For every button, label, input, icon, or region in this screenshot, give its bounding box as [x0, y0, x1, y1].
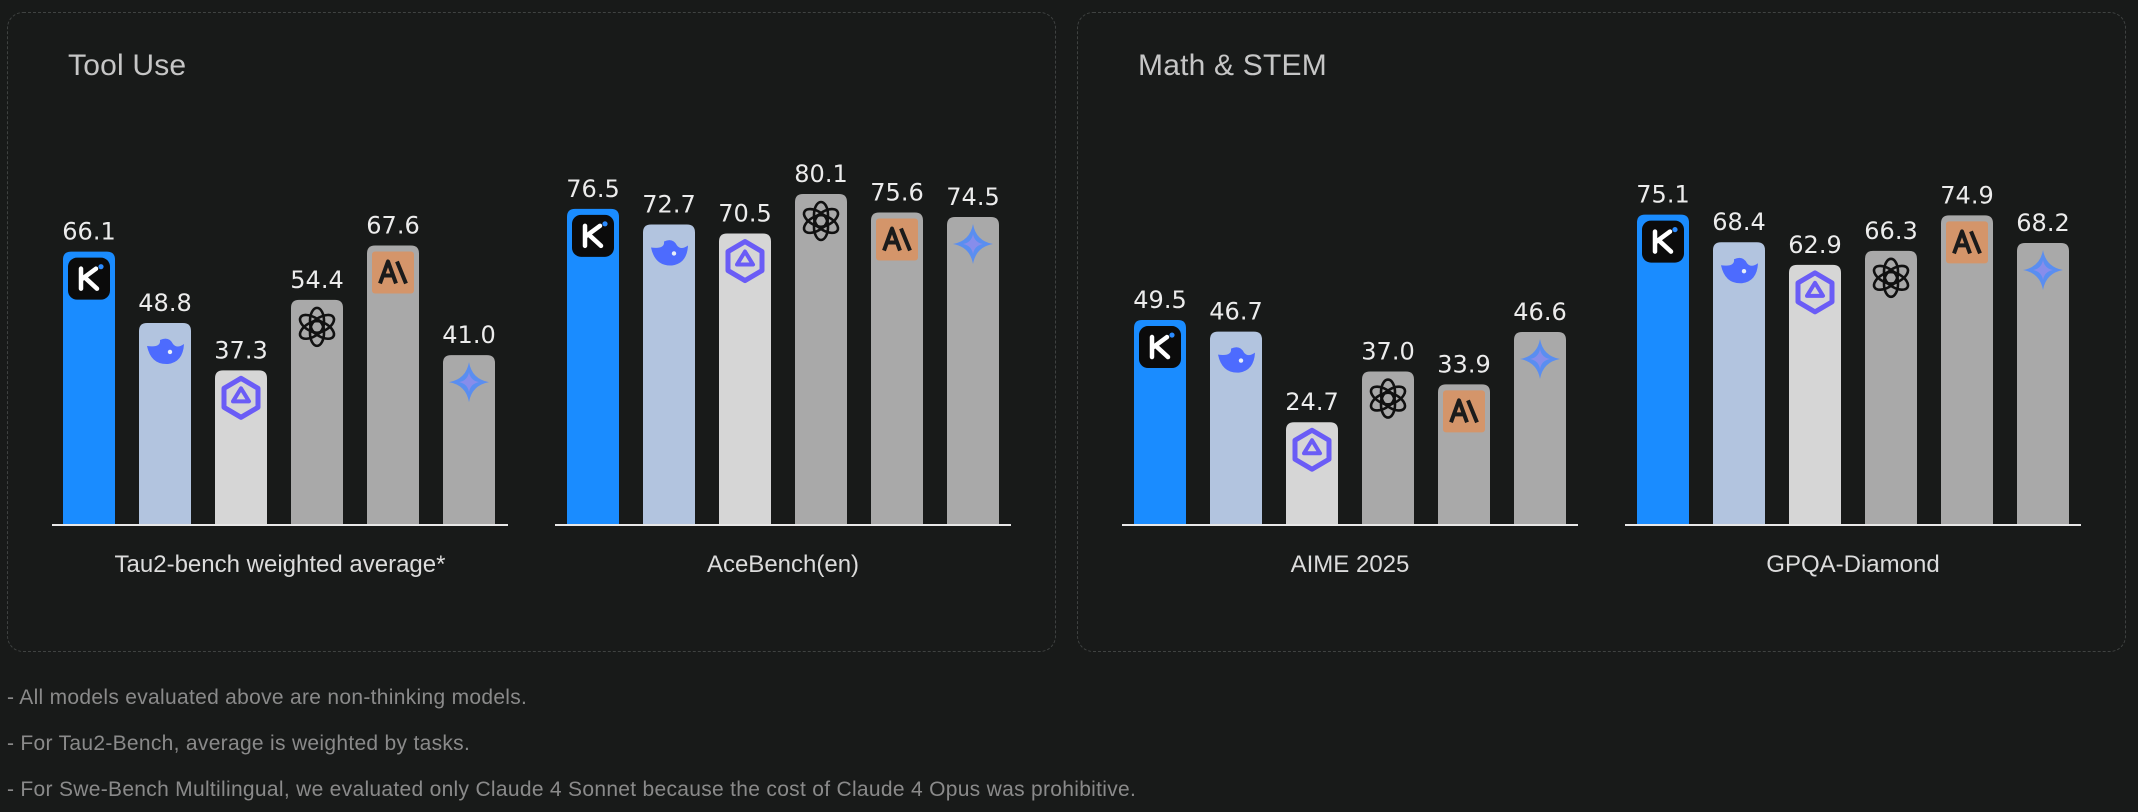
tool-use-panel: Tool Use — [7, 12, 1056, 652]
bar — [1514, 332, 1566, 524]
gemini-star-logo-icon — [2023, 250, 2063, 291]
deepseek-whale-logo-icon — [1721, 257, 1758, 284]
bar-value-label: 37.0 — [1361, 338, 1414, 366]
bar — [719, 233, 771, 525]
openai-logo-icon — [1369, 378, 1407, 419]
bar — [1941, 215, 1993, 525]
gemini-star-logo-icon — [1520, 339, 1560, 380]
footnote-swe-bench: - For Swe-Bench Multilingual, we evaluat… — [7, 778, 1137, 801]
anthropic-logo-icon — [372, 251, 414, 294]
bar — [567, 208, 619, 524]
bar-value-label: 67.6 — [366, 211, 419, 239]
bar — [1134, 320, 1186, 524]
anthropic-logo-icon — [1946, 221, 1988, 264]
benchmark-name-label: AceBench(en) — [707, 551, 859, 578]
gemini-star-logo-icon — [449, 362, 489, 403]
bar — [139, 322, 191, 524]
bar-value-label: 46.6 — [1513, 298, 1566, 326]
bar — [1637, 214, 1689, 524]
anthropic-logo-icon — [1443, 390, 1485, 433]
math-stem-panel: Math & STEM — [1077, 12, 2126, 652]
bar-value-label: 66.3 — [1864, 217, 1917, 245]
bar — [2017, 243, 2069, 525]
bar — [1713, 242, 1765, 524]
benchmark-name-label: Tau2-bench weighted average* — [115, 551, 446, 578]
qwen-logo-icon — [1292, 427, 1332, 472]
footnote-tau2-weighting: - For Tau2-Bench, average is weighted by… — [7, 732, 471, 755]
bar-value-label: 72.7 — [642, 190, 695, 218]
bar — [871, 212, 923, 524]
bar-value-label: 75.6 — [870, 179, 923, 207]
qwen-logo-icon — [221, 375, 261, 420]
bar — [1286, 422, 1338, 524]
bar — [443, 355, 495, 524]
deepseek-whale-logo-icon — [1218, 347, 1255, 373]
bar-value-label: 37.3 — [214, 336, 267, 364]
bar-value-label: 41.0 — [442, 321, 495, 349]
bar-value-label: 70.5 — [718, 200, 771, 228]
bar-value-label: 24.7 — [1285, 388, 1338, 416]
benchmark-name-label: GPQA-Diamond — [1766, 551, 1939, 578]
bar — [1865, 250, 1917, 524]
qwen-logo-icon — [725, 239, 765, 284]
gemini-star-logo-icon — [953, 224, 993, 265]
kimi-k-logo-icon — [1642, 220, 1684, 263]
bar-value-label: 75.1 — [1636, 181, 1689, 209]
bar-value-label: 62.9 — [1788, 231, 1841, 259]
panel-title: Tool Use — [68, 49, 187, 82]
bar-value-label: 74.9 — [1940, 181, 1993, 209]
bar-value-label: 46.7 — [1209, 298, 1262, 326]
bar — [795, 193, 847, 524]
kimi-k-logo-icon — [572, 214, 614, 257]
bar-value-label: 74.5 — [946, 183, 999, 211]
bar — [1789, 264, 1841, 524]
bar — [367, 245, 419, 524]
anthropic-logo-icon — [876, 218, 918, 261]
bar-value-label: 68.4 — [1712, 208, 1765, 236]
bar — [1362, 371, 1414, 524]
bar — [643, 224, 695, 524]
qwen-logo-icon — [1795, 270, 1835, 315]
bar-value-label: 33.9 — [1437, 350, 1490, 378]
kimi-k-logo-icon — [1139, 326, 1181, 369]
openai-logo-icon — [802, 200, 840, 242]
footnote-non-thinking: - All models evaluated above are non-thi… — [7, 686, 528, 709]
bar-value-label: 66.1 — [62, 218, 115, 246]
bar-value-label: 80.1 — [794, 160, 847, 188]
openai-logo-icon — [1872, 257, 1910, 299]
bar-value-label: 48.8 — [138, 289, 191, 317]
panel-title: Math & STEM — [1138, 49, 1327, 82]
openai-logo-icon — [298, 306, 336, 348]
deepseek-whale-logo-icon — [651, 240, 688, 266]
deepseek-whale-logo-icon — [147, 338, 184, 364]
bar-value-label: 68.2 — [2016, 209, 2069, 237]
bar — [63, 251, 115, 524]
bar-value-label: 76.5 — [566, 175, 619, 203]
bar — [1210, 331, 1262, 524]
bar-value-label: 49.5 — [1133, 286, 1186, 314]
bar — [291, 299, 343, 524]
kimi-k-logo-icon — [68, 257, 110, 300]
bar — [947, 217, 999, 524]
bar-value-label: 54.4 — [290, 266, 343, 294]
benchmark-name-label: AIME 2025 — [1291, 551, 1410, 578]
